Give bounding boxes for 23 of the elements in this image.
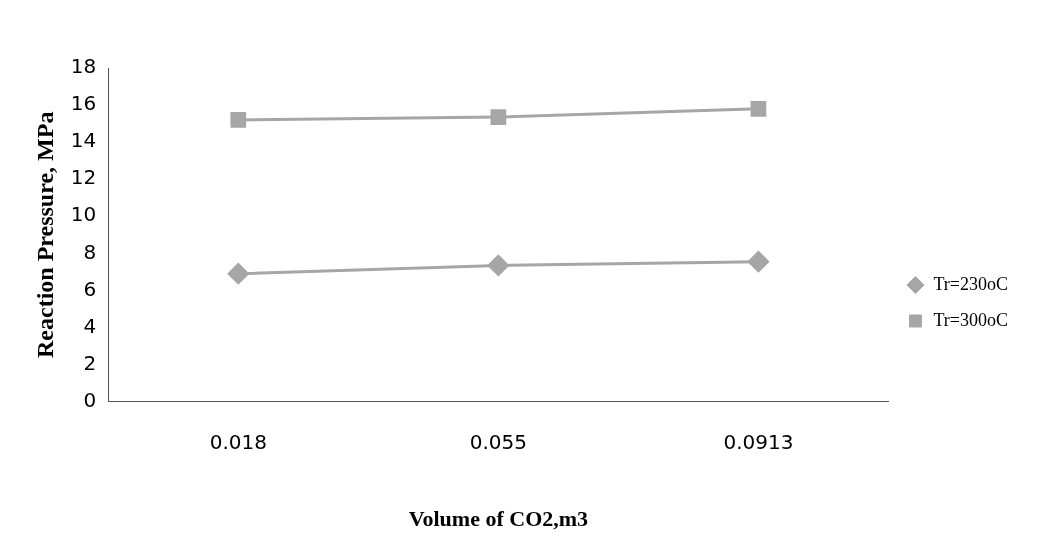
y-tick-label: 12 [70, 165, 97, 190]
x-tick-label: 0.0913 [723, 429, 794, 454]
y-tick-label: 10 [70, 202, 97, 227]
legend-label: Tr=230oC [933, 273, 1008, 294]
y-axis-title: Reaction Pressure, MPa [31, 111, 58, 358]
y-tick-label: 2 [83, 350, 97, 375]
point [490, 109, 507, 125]
legend-label: Tr=300oC [933, 309, 1008, 330]
x-tick-label: 0.018 [209, 429, 267, 454]
point [747, 251, 769, 273]
y-tick-label: 4 [83, 313, 97, 338]
point [230, 112, 247, 128]
point [750, 100, 767, 117]
point [487, 254, 509, 276]
y-tick-label: 18 [70, 54, 97, 79]
point [227, 263, 249, 285]
y-tick-label: 14 [70, 128, 97, 153]
y-tick-label: 8 [83, 239, 97, 264]
y-tick-label: 0 [83, 387, 97, 412]
y-tick-label: 16 [70, 91, 97, 116]
x-tick-label: 0.055 [469, 429, 527, 454]
x-axis-title: Volume of CO2,m3 [408, 506, 589, 532]
y-tick-label: 6 [83, 276, 97, 301]
